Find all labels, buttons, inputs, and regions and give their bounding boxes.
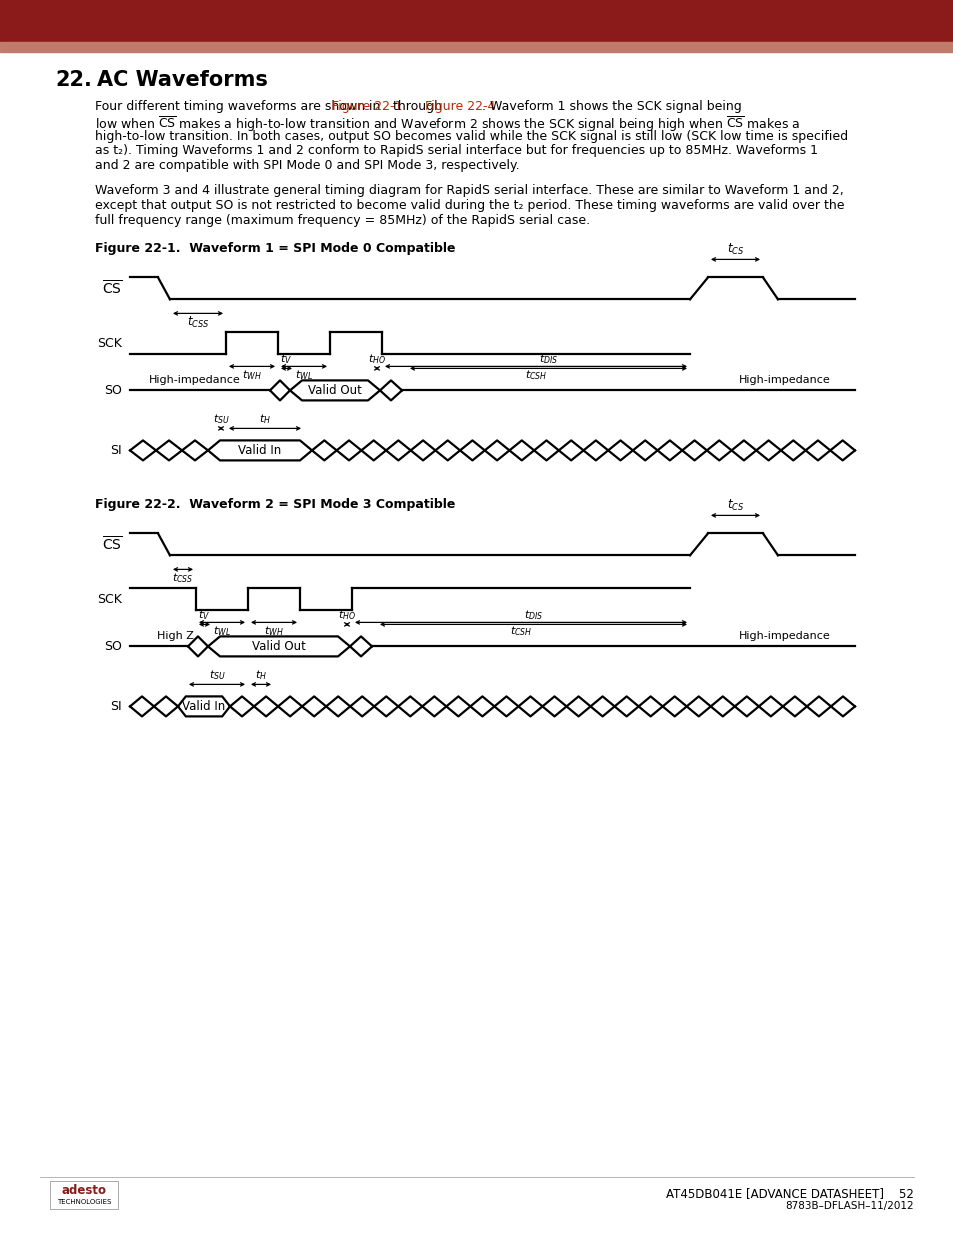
Text: $t_{CSS}$: $t_{CSS}$	[187, 315, 209, 331]
Text: through: through	[389, 100, 446, 112]
Text: SCK: SCK	[97, 337, 122, 350]
Text: Waveform 3 and 4 illustrate general timing diagram for RapidS serial interface. : Waveform 3 and 4 illustrate general timi…	[95, 184, 842, 198]
Text: except that output SO is not restricted to become valid during the t₂ period. Th: except that output SO is not restricted …	[95, 199, 843, 211]
Text: SO: SO	[104, 384, 122, 396]
Text: $t_{CSH}$: $t_{CSH}$	[509, 625, 532, 638]
Bar	[50, 1181, 118, 1209]
Text: High-impedance: High-impedance	[739, 375, 830, 385]
Text: $t_H$: $t_H$	[258, 412, 271, 426]
Text: $t_{CS}$: $t_{CS}$	[726, 242, 743, 257]
Text: adesto: adesto	[61, 1184, 107, 1198]
Bar	[0, 0, 953, 42]
Text: High-impedance: High-impedance	[149, 375, 240, 385]
Text: $t_{DIS}$: $t_{DIS}$	[538, 353, 558, 367]
Text: $t_V$: $t_V$	[280, 353, 293, 367]
Text: AT45DB041E [ADVANCE DATASHEET]    52: AT45DB041E [ADVANCE DATASHEET] 52	[665, 1187, 913, 1200]
Text: $t_{WL}$: $t_{WL}$	[213, 625, 231, 638]
Text: 8783B–DFLASH–11/2012: 8783B–DFLASH–11/2012	[784, 1200, 913, 1212]
Text: $t_{HO}$: $t_{HO}$	[337, 609, 355, 622]
Text: $t_{WL}$: $t_{WL}$	[294, 368, 313, 382]
Text: Figure 22-1.  Waveform 1 = SPI Mode 0 Compatible: Figure 22-1. Waveform 1 = SPI Mode 0 Com…	[95, 242, 455, 256]
Text: High-impedance: High-impedance	[739, 631, 830, 641]
Text: $t_{SU}$: $t_{SU}$	[213, 412, 229, 426]
Text: Valid Out: Valid Out	[308, 384, 361, 396]
Text: $t_{DIS}$: $t_{DIS}$	[523, 609, 542, 622]
Text: AC Waveforms: AC Waveforms	[97, 70, 268, 90]
Text: low when $\overline{\rm CS}$ makes a high-to-low transition and Waveform 2 shows: low when $\overline{\rm CS}$ makes a hig…	[95, 115, 800, 133]
Text: $t_V$: $t_V$	[198, 609, 211, 622]
Text: and 2 are compatible with SPI Mode 0 and SPI Mode 3, respectively.: and 2 are compatible with SPI Mode 0 and…	[95, 159, 519, 172]
Text: $t_{CS}$: $t_{CS}$	[726, 498, 743, 514]
Text: Four different timing waveforms are shown in: Four different timing waveforms are show…	[95, 100, 384, 112]
Text: . Waveform 1 shows the SCK signal being: . Waveform 1 shows the SCK signal being	[481, 100, 741, 112]
Text: Figure 22-1: Figure 22-1	[332, 100, 402, 112]
Text: SI: SI	[111, 700, 122, 713]
Text: TECHNOLOGIES: TECHNOLOGIES	[57, 1199, 112, 1205]
Text: $t_{CSS}$: $t_{CSS}$	[172, 572, 193, 585]
Text: $\overline{\rm CS}$: $\overline{\rm CS}$	[101, 279, 122, 298]
Text: $t_H$: $t_H$	[254, 668, 267, 683]
Text: SCK: SCK	[97, 593, 122, 606]
Text: $t_{WH}$: $t_{WH}$	[264, 625, 284, 638]
Text: $t_{WH}$: $t_{WH}$	[242, 368, 261, 382]
Text: high-to-low transition. In both cases, output SO becomes valid while the SCK sig: high-to-low transition. In both cases, o…	[95, 130, 847, 142]
Text: Figure 22-4: Figure 22-4	[424, 100, 495, 112]
Text: $t_{HO}$: $t_{HO}$	[368, 353, 386, 367]
Text: High Z: High Z	[156, 631, 193, 641]
Text: Valid In: Valid In	[238, 443, 281, 457]
Text: as t₂). Timing Waveforms 1 and 2 conform to RapidS serial interface but for freq: as t₂). Timing Waveforms 1 and 2 conform…	[95, 144, 817, 157]
Text: 22.: 22.	[55, 70, 91, 90]
Text: Figure 22-2.  Waveform 2 = SPI Mode 3 Compatible: Figure 22-2. Waveform 2 = SPI Mode 3 Com…	[95, 499, 455, 511]
Text: $t_{SU}$: $t_{SU}$	[209, 668, 225, 683]
Text: $\overline{\rm CS}$: $\overline{\rm CS}$	[101, 535, 122, 553]
Text: Valid Out: Valid Out	[252, 640, 306, 653]
Text: $t_{CSH}$: $t_{CSH}$	[524, 368, 547, 382]
Text: full frequency range (maximum frequency = 85MHz) of the RapidS serial case.: full frequency range (maximum frequency …	[95, 214, 590, 226]
Text: Valid In: Valid In	[182, 700, 226, 713]
Text: SO: SO	[104, 640, 122, 653]
Text: SI: SI	[111, 443, 122, 457]
Bar	[0, 42, 953, 52]
